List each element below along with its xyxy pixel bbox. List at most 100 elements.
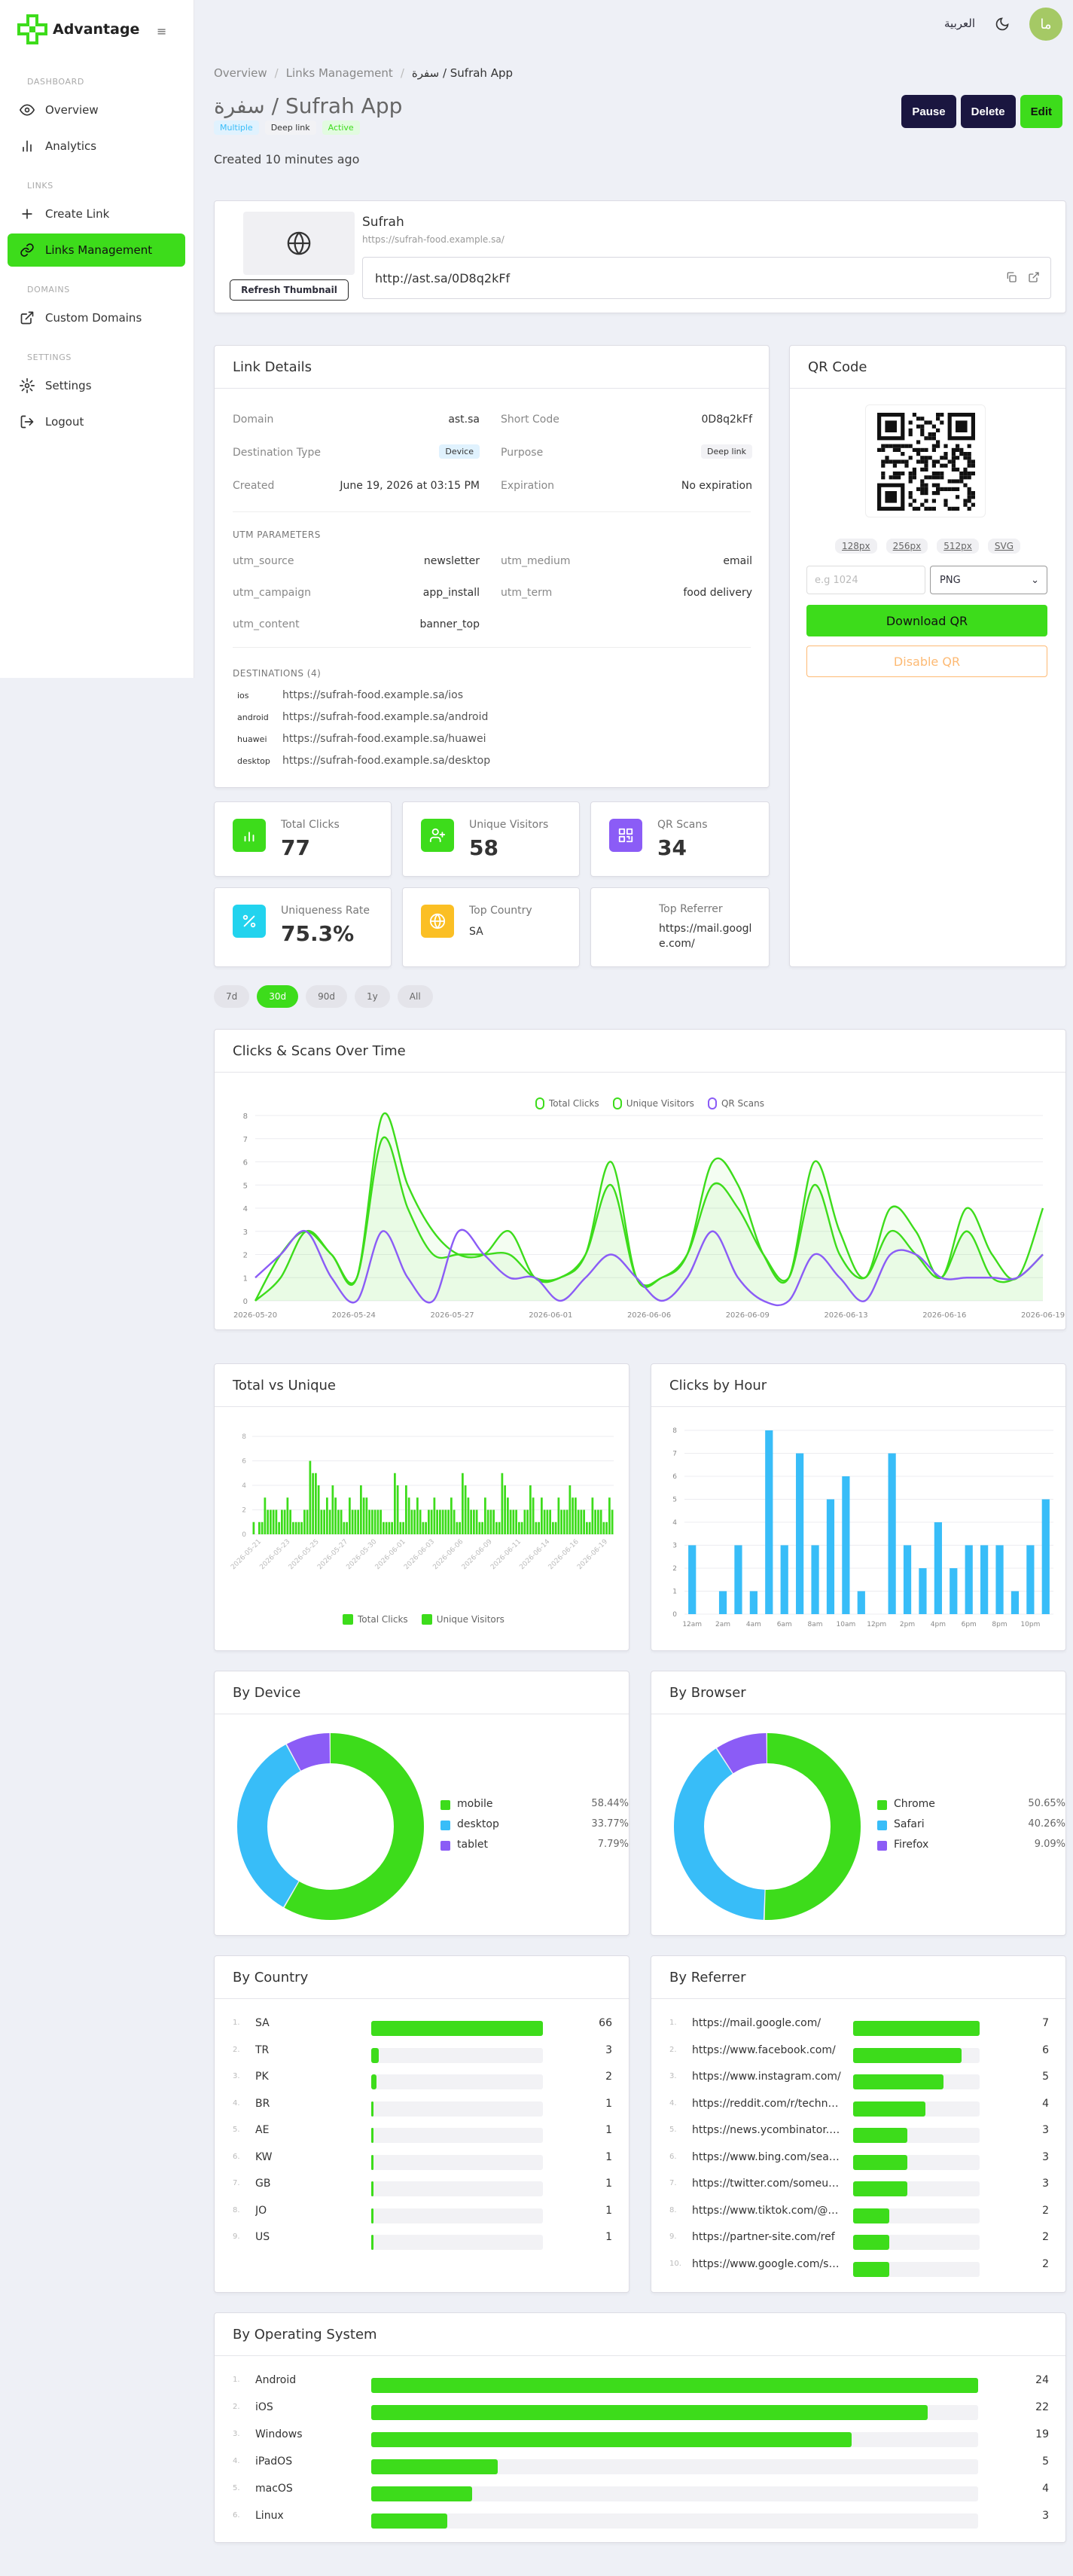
qr-size-svg[interactable]: SVG: [987, 539, 1020, 554]
breadcrumb-overview[interactable]: Overview: [214, 66, 267, 80]
language-toggle[interactable]: العربية: [944, 17, 975, 30]
destination-url[interactable]: https://sufrah-food.example.sa/ios: [282, 689, 463, 701]
legend-qr-scans[interactable]: QR Scans: [707, 1097, 764, 1109]
sidebar-item-logout[interactable]: Logout: [8, 405, 185, 438]
qr-format-select[interactable]: PNG ⌄: [930, 566, 1047, 594]
range-1y[interactable]: 1y: [355, 985, 390, 1008]
field-label: Short Code: [501, 414, 559, 426]
legend-swatch: [877, 1841, 887, 1851]
destination-url[interactable]: https://sufrah-food.example.sa/android: [282, 711, 489, 723]
sidebar-item-overview[interactable]: Overview: [8, 93, 185, 127]
bar: [599, 1509, 602, 1534]
legend-label: desktop: [457, 1818, 499, 1830]
bar: [486, 1509, 489, 1534]
bar: [489, 1509, 492, 1534]
bar: [261, 1521, 264, 1534]
copy-icon[interactable]: [1005, 271, 1017, 283]
bar: [300, 1521, 303, 1534]
bar: [315, 1473, 317, 1534]
destination-url[interactable]: https://sufrah-food.example.sa/huawei: [282, 733, 486, 745]
moon-icon[interactable]: [995, 17, 1010, 35]
legend-unique-visitors[interactable]: Unique Visitors: [421, 1614, 504, 1625]
pause-button[interactable]: Pause: [901, 95, 956, 128]
qr-size-512[interactable]: 512px: [937, 539, 979, 554]
item-count: 19: [1035, 2428, 1049, 2440]
sidebar-item-create-link[interactable]: Create Link: [8, 197, 185, 230]
qr-module: [959, 475, 964, 480]
sidebar-item-settings[interactable]: Settings: [8, 369, 185, 402]
y-tick-label: 7: [672, 1451, 677, 1458]
range-7d[interactable]: 7d: [214, 985, 250, 1008]
item-label: https://twitter.com/someuser: [692, 2178, 843, 2190]
range-all[interactable]: All: [397, 985, 433, 1008]
qr-module: [963, 502, 968, 507]
disable-qr-button[interactable]: Disable QR: [806, 646, 1047, 677]
bar: [478, 1521, 481, 1534]
short-url-field[interactable]: http://ast.sa/0D8q2kFf: [362, 257, 1051, 299]
rank-number: 5.: [233, 2126, 240, 2134]
qr-finder: [956, 420, 968, 432]
logo-icon: [17, 14, 47, 44]
bar: [459, 1521, 461, 1534]
item-label: iOS: [255, 2401, 273, 2413]
sidebar-item-custom-domains[interactable]: Custom Domains: [8, 301, 185, 334]
item-label: Windows: [255, 2428, 303, 2440]
bar: [888, 1453, 896, 1614]
range-30d[interactable]: 30d: [257, 985, 299, 1008]
qr-size-256[interactable]: 256px: [886, 539, 928, 554]
open-external-icon[interactable]: [1028, 271, 1040, 283]
y-tick-label: 1: [243, 1274, 248, 1283]
chart-legend: Total Clicks Unique Visitors QR Scans: [535, 1097, 764, 1109]
qr-finder: [885, 491, 897, 503]
list-item: 7. GB 1: [233, 2174, 612, 2201]
breadcrumb-links-management[interactable]: Links Management: [285, 66, 393, 80]
edit-button[interactable]: Edit: [1020, 95, 1062, 128]
destination-platform: android: [237, 713, 269, 722]
item-count: 4: [1042, 2483, 1049, 2495]
field-label: utm_medium: [501, 555, 571, 567]
qr-module: [967, 459, 971, 464]
logo[interactable]: Advantage: [17, 14, 139, 45]
sidebar-item-links-management[interactable]: Links Management: [8, 233, 185, 267]
qr-module: [881, 463, 886, 468]
qr-module: [967, 452, 971, 456]
qr-size-128[interactable]: 128px: [835, 539, 877, 554]
delete-button[interactable]: Delete: [960, 95, 1016, 128]
qr-module: [951, 459, 956, 464]
list-item: 1. https://mail.google.com/7: [669, 2013, 1049, 2040]
x-tick-label: 2am: [715, 1621, 730, 1628]
qr-module: [892, 475, 897, 480]
x-tick-label: 12pm: [867, 1621, 886, 1628]
item-label: GB: [255, 2178, 271, 2190]
destination-url[interactable]: https://sufrah-food.example.sa/desktop: [282, 755, 491, 767]
item-label: PK: [255, 2071, 269, 2083]
collapse-sidebar-icon[interactable]: ≡: [157, 24, 167, 38]
sidebar-item-analytics[interactable]: Analytics: [8, 130, 185, 163]
qr-module: [931, 459, 936, 464]
range-90d[interactable]: 90d: [306, 985, 348, 1008]
bar: [383, 1521, 385, 1534]
qr-module: [892, 444, 897, 448]
qr-module: [951, 487, 956, 491]
bar: [504, 1485, 506, 1534]
bar: [495, 1521, 498, 1534]
legend-total-clicks[interactable]: Total Clicks: [535, 1097, 599, 1109]
field-label: Domain: [233, 414, 274, 426]
qr-module: [951, 447, 956, 452]
bar: [1026, 1545, 1035, 1614]
site-url[interactable]: https://sufrah-food.example.sa/: [362, 234, 504, 245]
qr-custom-size-input[interactable]: e.g 1024: [806, 566, 925, 594]
qr-module: [928, 432, 932, 437]
avatar[interactable]: ما: [1029, 8, 1062, 41]
stat-value[interactable]: https://mail.google.com/: [659, 923, 752, 950]
download-qr-button[interactable]: Download QR: [806, 605, 1047, 636]
qr-module: [971, 463, 975, 468]
refresh-thumbnail-button[interactable]: Refresh Thumbnail: [230, 279, 349, 301]
x-tick-label: 2026-06-13: [824, 1311, 867, 1320]
section-links: LINKS: [27, 181, 53, 191]
bar: [512, 1509, 515, 1534]
legend-unique-visitors[interactable]: Unique Visitors: [612, 1097, 694, 1109]
destination-platform: desktop: [237, 756, 270, 766]
list-item: 7. https://twitter.com/someuser 3: [669, 2174, 1049, 2201]
legend-total-clicks[interactable]: Total Clicks: [343, 1614, 408, 1625]
